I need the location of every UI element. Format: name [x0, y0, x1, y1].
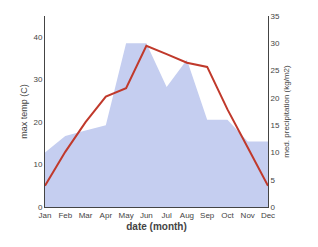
svg-text:10: 10 — [33, 160, 42, 169]
svg-text:Oct: Oct — [221, 211, 234, 220]
svg-text:15: 15 — [271, 121, 280, 130]
svg-text:0: 0 — [38, 203, 43, 212]
svg-text:Jul: Jul — [162, 211, 172, 220]
svg-text:Dec: Dec — [261, 211, 275, 220]
svg-text:Mar: Mar — [79, 211, 93, 220]
svg-text:Aug: Aug — [180, 211, 194, 220]
svg-text:May: May — [119, 211, 134, 220]
svg-text:30: 30 — [33, 75, 42, 84]
svg-text:10: 10 — [271, 148, 280, 157]
svg-text:Sep: Sep — [200, 211, 215, 220]
svg-text:25: 25 — [271, 66, 280, 75]
svg-text:5: 5 — [271, 176, 276, 185]
svg-text:40: 40 — [33, 33, 42, 42]
svg-text:Feb: Feb — [58, 211, 72, 220]
svg-text:35: 35 — [271, 12, 280, 21]
svg-text:Jun: Jun — [140, 211, 153, 220]
svg-text:20: 20 — [271, 94, 280, 103]
svg-text:Jan: Jan — [39, 211, 52, 220]
svg-text:20: 20 — [33, 118, 42, 127]
svg-text:0: 0 — [271, 203, 276, 212]
svg-text:Apr: Apr — [100, 211, 113, 220]
svg-text:max temp (C): max temp (C) — [19, 84, 29, 139]
svg-text:med. precipitation (kg/m2): med. precipitation (kg/m2) — [282, 65, 291, 158]
svg-text:date (month): date (month) — [126, 221, 187, 232]
svg-text:30: 30 — [271, 39, 280, 48]
svg-text:Nov: Nov — [241, 211, 255, 220]
